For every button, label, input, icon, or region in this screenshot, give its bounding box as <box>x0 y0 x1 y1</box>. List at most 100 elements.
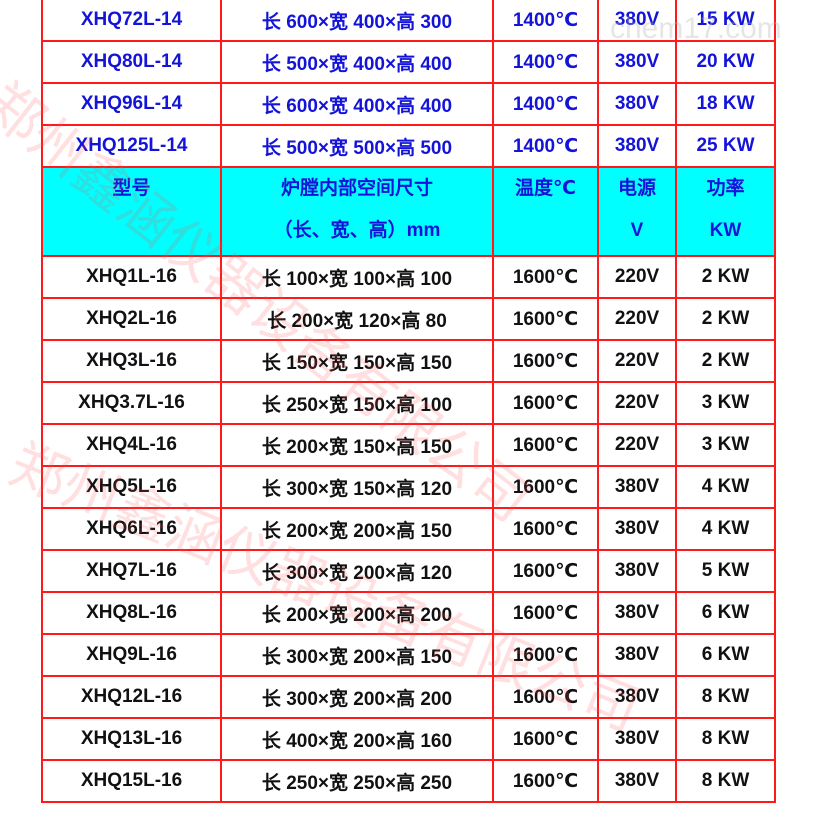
cell-power: 15 KW <box>675 0 776 42</box>
cell-power: 4 KW <box>675 507 776 551</box>
cell-power: 8 KW <box>675 759 776 803</box>
header-voltage-label: 电源 <box>617 178 656 199</box>
cell-model: XHQ3.7L-16 <box>41 381 222 425</box>
table-row: XHQ15L-16 长 250×宽 250×高 250 1600℃ 380V 8 KW <box>41 759 776 803</box>
table-row: XHQ3.7L-16 长 250×宽 150×高 100 1600℃ 220V 3 KW <box>41 381 776 425</box>
table-row: XHQ2L-16 长 200×宽 120×高 80 1600℃ 220V 2 KW <box>41 297 776 341</box>
cell-model: XHQ80L-14 <box>41 40 222 84</box>
table-row: XHQ9L-16 长 300×宽 200×高 150 1600℃ 380V 6 KW <box>41 633 776 677</box>
cell-temperature: 1600℃ <box>492 633 599 677</box>
cell-temperature: 1600℃ <box>492 675 599 719</box>
cell-temperature: 1400℃ <box>492 40 599 84</box>
cell-model: XHQ2L-16 <box>41 297 222 341</box>
header-power: 功率 KW <box>675 166 776 257</box>
cell-size: 长 150×宽 150×高 150 <box>220 339 494 383</box>
cell-size: 长 200×宽 120×高 80 <box>220 297 494 341</box>
header-model-label: 型号 <box>112 178 151 199</box>
cell-temperature: 1400℃ <box>492 0 599 42</box>
cell-voltage: 380V <box>597 124 677 168</box>
cell-size: 长 600×宽 400×高 300 <box>220 0 494 42</box>
cell-voltage: 380V <box>597 759 677 803</box>
cell-voltage: 220V <box>597 339 677 383</box>
table-row: XHQ80L-14 长 500×宽 400×高 400 1400℃ 380V 20 KW <box>41 40 776 84</box>
cell-power: 8 KW <box>675 675 776 719</box>
cell-voltage: 380V <box>597 591 677 635</box>
cell-temperature: 1600℃ <box>492 423 599 467</box>
cell-power: 6 KW <box>675 591 776 635</box>
cell-temperature: 1400℃ <box>492 124 599 168</box>
cell-temperature: 1600℃ <box>492 297 599 341</box>
cell-voltage: 380V <box>597 465 677 509</box>
cell-temperature: 1600℃ <box>492 591 599 635</box>
cell-voltage: 380V <box>597 507 677 551</box>
table-row: XHQ6L-16 长 200×宽 200×高 150 1600℃ 380V 4 KW <box>41 507 776 551</box>
cell-size: 长 300×宽 200×高 150 <box>220 633 494 677</box>
cell-size: 长 400×宽 200×高 160 <box>220 717 494 761</box>
cell-model: XHQ5L-16 <box>41 465 222 509</box>
cell-model: XHQ125L-14 <box>41 124 222 168</box>
cell-size: 长 100×宽 100×高 100 <box>220 255 494 299</box>
cell-temperature: 1600℃ <box>492 339 599 383</box>
cell-size: 长 200×宽 200×高 200 <box>220 591 494 635</box>
cell-temperature: 1400℃ <box>492 82 599 126</box>
cell-power: 4 KW <box>675 465 776 509</box>
cell-model: XHQ96L-14 <box>41 82 222 126</box>
cell-voltage: 380V <box>597 549 677 593</box>
cell-voltage: 380V <box>597 0 677 42</box>
cell-power: 3 KW <box>675 423 776 467</box>
cell-temperature: 1600℃ <box>492 381 599 425</box>
cell-voltage: 380V <box>597 82 677 126</box>
cell-voltage: 220V <box>597 423 677 467</box>
cell-power: 8 KW <box>675 717 776 761</box>
cell-size: 长 300×宽 200×高 120 <box>220 549 494 593</box>
header-voltage-unit: V <box>630 220 644 241</box>
cell-size: 长 500×宽 500×高 500 <box>220 124 494 168</box>
cell-model: XHQ13L-16 <box>41 717 222 761</box>
cell-temperature: 1600℃ <box>492 507 599 551</box>
cell-size: 长 500×宽 400×高 400 <box>220 40 494 84</box>
table-row: XHQ3L-16 长 150×宽 150×高 150 1600℃ 220V 2 KW <box>41 339 776 383</box>
cell-voltage: 220V <box>597 381 677 425</box>
cell-temperature: 1600℃ <box>492 549 599 593</box>
header-temp-label: 温度℃ <box>514 178 576 199</box>
cell-power: 2 KW <box>675 297 776 341</box>
table-header-row: 型号 炉膛内部空间尺寸 （长、宽、高）mm 温度℃ 电源 V 功率 KW <box>41 166 776 257</box>
cell-power: 3 KW <box>675 381 776 425</box>
header-power-label: 功率 <box>706 178 745 199</box>
table-row: XHQ12L-16 长 300×宽 200×高 200 1600℃ 380V 8 KW <box>41 675 776 719</box>
cell-model: XHQ4L-16 <box>41 423 222 467</box>
cell-power: 2 KW <box>675 255 776 299</box>
cell-voltage: 380V <box>597 633 677 677</box>
header-size-label: 炉膛内部空间尺寸 <box>280 178 433 199</box>
header-power-unit: KW <box>709 220 742 241</box>
cell-model: XHQ8L-16 <box>41 591 222 635</box>
table-row: XHQ96L-14 长 600×宽 400×高 400 1400℃ 380V 18 KW <box>41 82 776 126</box>
cell-model: XHQ6L-16 <box>41 507 222 551</box>
cell-model: XHQ72L-14 <box>41 0 222 42</box>
cell-temperature: 1600℃ <box>492 717 599 761</box>
table-row: XHQ125L-14 长 500×宽 500×高 500 1400℃ 380V 25 K… <box>41 124 776 168</box>
cell-size: 长 200×宽 150×高 150 <box>220 423 494 467</box>
cell-size: 长 600×宽 400×高 400 <box>220 82 494 126</box>
header-voltage: 电源 V <box>597 166 677 257</box>
cell-size: 长 250×宽 150×高 100 <box>220 381 494 425</box>
table-row: XHQ4L-16 长 200×宽 150×高 150 1600℃ 220V 3 KW <box>41 423 776 467</box>
table-row: XHQ8L-16 长 200×宽 200×高 200 1600℃ 380V 6 KW <box>41 591 776 635</box>
cell-temperature: 1600℃ <box>492 759 599 803</box>
table-row: XHQ7L-16 长 300×宽 200×高 120 1600℃ 380V 5 KW <box>41 549 776 593</box>
cell-temperature: 1600℃ <box>492 255 599 299</box>
cell-power: 6 KW <box>675 633 776 677</box>
cell-model: XHQ1L-16 <box>41 255 222 299</box>
cell-model: XHQ12L-16 <box>41 675 222 719</box>
cell-power: 5 KW <box>675 549 776 593</box>
cell-size: 长 250×宽 250×高 250 <box>220 759 494 803</box>
cell-voltage: 380V <box>597 40 677 84</box>
cell-power: 20 KW <box>675 40 776 84</box>
cell-size: 长 200×宽 200×高 150 <box>220 507 494 551</box>
cell-power: 2 KW <box>675 339 776 383</box>
cell-power: 18 KW <box>675 82 776 126</box>
header-size: 炉膛内部空间尺寸 （长、宽、高）mm <box>220 166 494 257</box>
header-temp: 温度℃ <box>492 166 599 257</box>
cell-size: 长 300×宽 200×高 200 <box>220 675 494 719</box>
header-model: 型号 <box>41 166 222 257</box>
